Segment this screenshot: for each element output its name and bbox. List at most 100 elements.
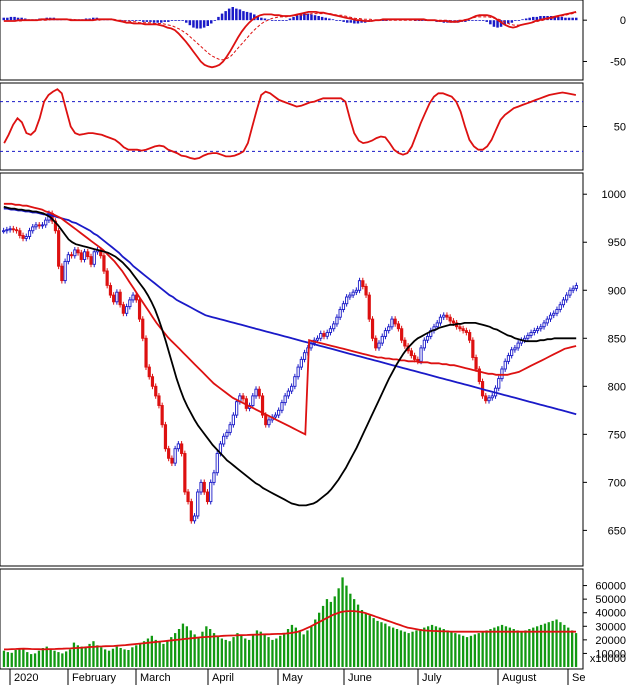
- volume-bar: [14, 650, 17, 667]
- macd-histogram-bar: [471, 20, 474, 21]
- volume-bar: [524, 630, 527, 667]
- macd-histogram-bar: [499, 20, 503, 27]
- macd-histogram-bar: [503, 20, 506, 26]
- candle-body: [27, 230, 32, 237]
- candle-body: [147, 366, 151, 378]
- candle-body: [225, 431, 229, 437]
- macd-histogram-bar: [185, 20, 188, 23]
- macd-histogram-bar: [2, 17, 5, 21]
- volume-bar: [520, 631, 523, 667]
- candle-body: [137, 299, 142, 320]
- volume-bar: [10, 652, 13, 668]
- volume-bar: [68, 649, 72, 667]
- volume-bar: [388, 626, 391, 667]
- volume-bar: [419, 629, 422, 667]
- macd-histogram-bar: [92, 17, 95, 21]
- volume-bar: [458, 634, 461, 667]
- price-tick-label: 750: [608, 429, 626, 441]
- candle-body: [351, 291, 355, 296]
- volume-bar: [356, 604, 360, 667]
- macd-histogram-bar: [313, 15, 317, 21]
- candle-body: [299, 358, 303, 368]
- candle-body: [173, 448, 177, 464]
- volume-bar: [61, 653, 64, 667]
- volume-bar: [473, 634, 476, 667]
- candle-body: [241, 395, 245, 400]
- volume-bar: [100, 647, 103, 667]
- volume-bar: [119, 648, 122, 667]
- candle-body: [532, 330, 536, 333]
- macd-histogram-bar: [317, 16, 320, 21]
- volume-bar: [166, 640, 169, 667]
- macd-histogram-bar: [320, 16, 324, 21]
- macd-histogram-bar: [381, 20, 385, 21]
- candle-body: [545, 318, 549, 324]
- candle-body: [141, 318, 145, 339]
- candle-body: [131, 294, 135, 301]
- candle-body: [535, 328, 540, 332]
- candle-body: [150, 376, 155, 387]
- volume-bar: [88, 643, 91, 667]
- candle-body: [24, 236, 28, 239]
- candle-body: [529, 332, 533, 336]
- chart-axes: 0 -50 50 1000 950 900 850 800 750 700 650 600005000…: [9, 15, 626, 685]
- volume-bar: [107, 650, 111, 667]
- macd-histogram-bar: [299, 13, 302, 21]
- volume-bar: [427, 626, 430, 667]
- candle-body: [354, 289, 358, 293]
- macd-histogram-bar: [421, 20, 424, 21]
- macd-histogram-bar: [192, 20, 195, 28]
- volume-bar: [279, 635, 282, 667]
- macd-histogram-bar: [6, 17, 9, 21]
- macd-histogram-bar: [149, 20, 152, 22]
- volume-bar: [2, 650, 6, 667]
- macd-histogram-bar: [9, 16, 13, 21]
- macd-histogram-bar: [181, 20, 184, 21]
- volume-bar: [216, 635, 220, 667]
- volume-bar: [395, 629, 399, 667]
- macd-histogram-bar: [310, 14, 313, 21]
- candle-body: [192, 515, 197, 522]
- volume-tick-label: 50000: [595, 594, 626, 606]
- candle-body: [189, 501, 193, 522]
- volume-bar: [193, 634, 196, 667]
- candle-body: [377, 342, 381, 349]
- candle-body: [144, 337, 148, 368]
- candle-body: [160, 405, 164, 426]
- candle-body: [393, 318, 397, 325]
- volume-bar: [294, 627, 297, 667]
- candle-body: [105, 270, 109, 286]
- candle-body: [503, 360, 507, 370]
- candle-body: [513, 347, 517, 351]
- volume-bar: [399, 630, 403, 667]
- volume-bar: [76, 645, 79, 667]
- candle-body: [11, 228, 15, 231]
- macd-histogram-bar: [238, 9, 242, 21]
- macd-histogram-bar: [220, 13, 224, 21]
- candle-body: [79, 252, 83, 260]
- volume-tick-label: 10000: [595, 648, 626, 660]
- volume-bar: [228, 641, 231, 667]
- candle-body: [328, 328, 333, 333]
- volume-bar: [465, 637, 469, 667]
- candle-body: [235, 401, 239, 416]
- candle-body: [338, 309, 342, 318]
- candle-body: [448, 316, 452, 322]
- candle-body: [322, 333, 326, 337]
- candle-body: [125, 306, 129, 314]
- macd-histogram-bar: [195, 20, 199, 29]
- macd-histogram-bar: [270, 20, 274, 21]
- macd-histogram-bar: [231, 7, 234, 21]
- macd-histogram-bar: [260, 17, 263, 21]
- macd-histogram-bar: [281, 20, 285, 21]
- macd-histogram-bar: [278, 20, 281, 21]
- candle-body: [180, 443, 184, 454]
- volume-bar: [158, 641, 161, 667]
- macd-histogram-bar: [217, 16, 220, 21]
- volume-bar: [49, 648, 52, 667]
- volume-bar: [131, 647, 134, 667]
- candle-body: [332, 323, 336, 330]
- macd-histogram-bar: [524, 18, 528, 21]
- candle-body: [445, 314, 449, 318]
